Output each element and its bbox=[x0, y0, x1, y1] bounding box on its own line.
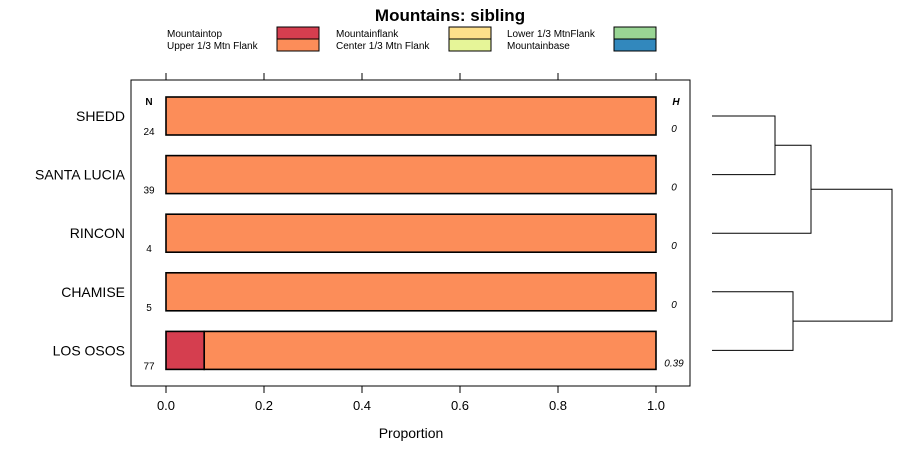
n-column-header: N bbox=[145, 97, 152, 108]
row-label-rincon: RINCON bbox=[70, 225, 125, 241]
n-value-los-osos: 77 bbox=[143, 361, 155, 372]
x-tick-label-0.2: 0.2 bbox=[255, 398, 273, 413]
bar-segment-los-osos-upper-1-3-mtn-flank bbox=[203, 330, 657, 371]
h-value-shedd: 0 bbox=[671, 124, 677, 135]
dendrogram-branch-4 bbox=[793, 188, 893, 322]
plot-frame bbox=[130, 79, 691, 387]
legend-swatch-upper-1-3-mtn-flank bbox=[276, 38, 320, 52]
x-axis: 0.0 0.2 0.4 0.6 0.8 1.0 bbox=[157, 73, 665, 413]
row-label-los-osos: LOS OSOS bbox=[53, 342, 125, 358]
legend-label-mountainflank: Mountainflank bbox=[336, 29, 399, 40]
bar-segment-los-osos-mountaintop bbox=[165, 330, 206, 371]
row-label-santa-lucia: SANTA LUCIA bbox=[35, 167, 126, 183]
legend-label-upper-1-3-mtn-flank: Upper 1/3 Mtn Flank bbox=[167, 41, 259, 52]
n-value-santa-lucia: 39 bbox=[143, 186, 155, 197]
h-column-header: H bbox=[672, 97, 680, 108]
n-value-chamise: 5 bbox=[146, 303, 152, 314]
legend-label-mountainbase: Mountainbase bbox=[507, 41, 570, 52]
bar-segment-rincon-upper-1-3-mtn-flank bbox=[165, 213, 657, 253]
legend-swatch-lower-1-3-mtnflank bbox=[613, 26, 657, 40]
bar-segment-shedd-upper-1-3-mtn-flank bbox=[165, 96, 657, 136]
dendrogram-branch-1 bbox=[712, 115, 776, 176]
h-value-santa-lucia: 0 bbox=[671, 183, 677, 194]
h-value-chamise: 0 bbox=[671, 300, 677, 311]
dendrogram-branch-3 bbox=[712, 144, 812, 234]
legend-label-center-1-3-mtn-flank: Center 1/3 Mtn Flank bbox=[336, 41, 430, 52]
row-label-shedd: SHEDD bbox=[76, 108, 125, 124]
dendrogram bbox=[712, 115, 893, 351]
n-value-shedd: 24 bbox=[143, 127, 155, 138]
x-tick-label-0.0: 0.0 bbox=[157, 398, 175, 413]
legend-swatch-mountaintop bbox=[276, 26, 320, 40]
legend-swatch-mountainbase bbox=[613, 38, 657, 52]
bar-segment-santa-lucia-upper-1-3-mtn-flank bbox=[165, 154, 657, 195]
x-tick-label-0.4: 0.4 bbox=[353, 398, 371, 413]
bar-segment-chamise-upper-1-3-mtn-flank bbox=[165, 271, 657, 312]
row-label-chamise: CHAMISE bbox=[61, 284, 125, 300]
n-value-rincon: 4 bbox=[146, 244, 152, 255]
legend-label-lower-1-3-mtnflank: Lower 1/3 MtnFlank bbox=[507, 29, 596, 40]
x-tick-label-0.8: 0.8 bbox=[549, 398, 567, 413]
h-value-los-osos: 0.39 bbox=[664, 358, 684, 369]
x-tick-label-0.6: 0.6 bbox=[451, 398, 469, 413]
h-value-rincon: 0 bbox=[671, 241, 677, 252]
chart-title: Mountains: sibling bbox=[375, 6, 525, 25]
x-axis-title: Proportion bbox=[379, 425, 444, 441]
bar-rows: SHEDD 24 0 SANTA LUCIA 39 0 RINCON 4 0 CHAMISE 5 0 L… bbox=[35, 96, 684, 372]
legend-swatch-center-1-3-mtn-flank bbox=[448, 38, 492, 52]
x-tick-label-1.0: 1.0 bbox=[647, 398, 665, 413]
dendrogram-branch-2 bbox=[712, 291, 794, 351]
legend-swatch-mountainflank bbox=[448, 26, 492, 40]
legend-label-mountaintop: Mountaintop bbox=[167, 29, 222, 40]
